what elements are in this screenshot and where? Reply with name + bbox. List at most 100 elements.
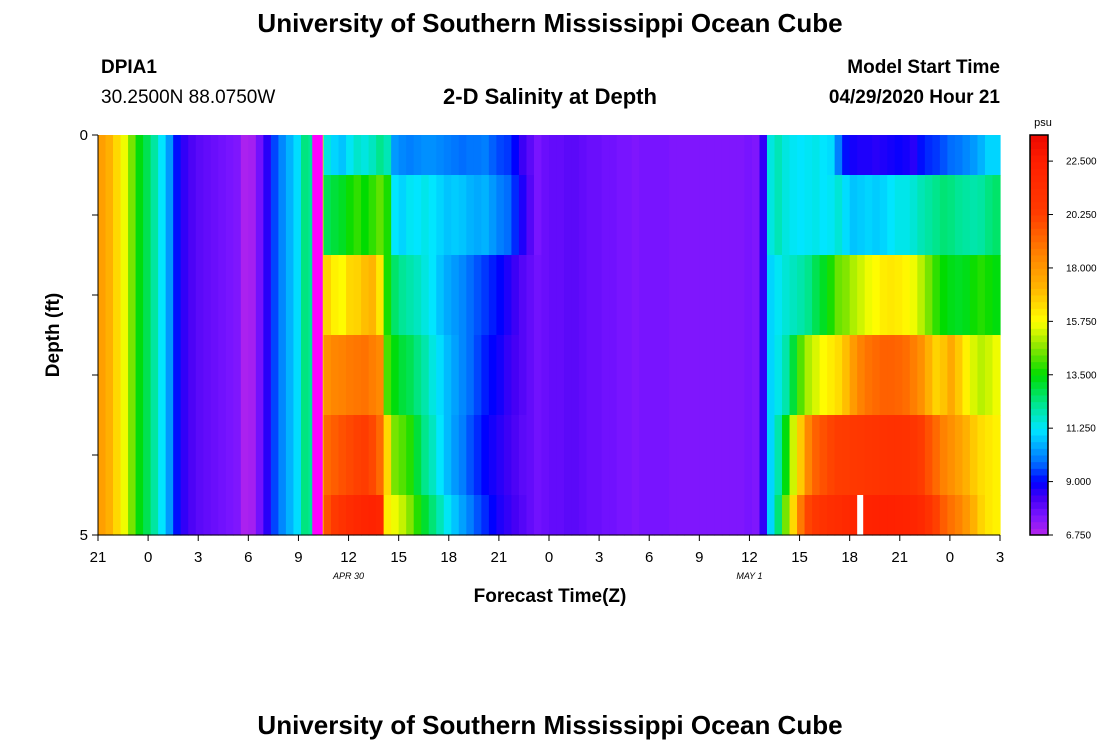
salinity-cell (165, 335, 174, 416)
colorbar-segment (1030, 428, 1048, 436)
salinity-cell (511, 135, 520, 176)
salinity-cell (135, 255, 144, 336)
salinity-cell (376, 255, 385, 336)
salinity-cell (699, 495, 708, 536)
salinity-cell (443, 255, 452, 336)
salinity-cell (233, 415, 242, 496)
salinity-cell (646, 495, 655, 536)
salinity-cell (421, 495, 430, 536)
salinity-cell (984, 415, 994, 496)
colorbar-segment (1030, 348, 1048, 356)
colorbar-segment (1030, 355, 1048, 363)
salinity-max-low-streak (312, 135, 323, 535)
salinity-cell (894, 415, 903, 496)
salinity-cell (782, 135, 791, 176)
salinity-cell (338, 415, 347, 496)
salinity-cell (594, 255, 603, 336)
y-tick-label: 0 (80, 127, 88, 144)
salinity-cell (195, 255, 204, 336)
salinity-cell (549, 175, 558, 256)
model-start-label: Model Start Time (847, 57, 1000, 78)
salinity-cell (579, 135, 588, 176)
colorbar-segment (1030, 341, 1048, 349)
salinity-cell (451, 495, 460, 536)
salinity-cell (195, 495, 204, 536)
colorbar-tick-label: 6.750 (1066, 531, 1091, 542)
salinity-cell (383, 335, 392, 416)
salinity-cell (488, 255, 497, 336)
salinity-cell (729, 255, 738, 336)
salinity-cell (353, 175, 362, 256)
salinity-cell (766, 335, 776, 416)
salinity-cell (556, 175, 565, 256)
colorbar-segment (1030, 335, 1048, 343)
salinity-cell (766, 415, 776, 496)
salinity-cell (691, 135, 700, 176)
salinity-cell (819, 495, 828, 536)
salinity-cell (113, 175, 122, 256)
colorbar-segment (1030, 415, 1048, 423)
colorbar-segment (1030, 155, 1048, 163)
salinity-cell (270, 175, 279, 256)
salinity-cell (406, 135, 415, 176)
x-tick-label: 0 (144, 549, 152, 566)
salinity-cell (331, 175, 340, 256)
colorbar-segment (1030, 321, 1048, 329)
salinity-cell (819, 335, 828, 416)
salinity-cell (526, 495, 535, 536)
salinity-cell (293, 415, 302, 496)
colorbar-segment (1030, 475, 1048, 483)
salinity-cell (210, 335, 219, 416)
salinity-cell (503, 495, 513, 536)
salinity-cell (721, 175, 730, 256)
colorbar-segment (1030, 235, 1048, 243)
salinity-cell (759, 255, 768, 336)
salinity-cell (143, 335, 152, 416)
salinity-cell (105, 255, 114, 336)
salinity-cell (646, 135, 655, 176)
salinity-cell (706, 415, 715, 496)
salinity-cell (751, 415, 761, 496)
salinity-cell (827, 255, 836, 336)
salinity-cell (556, 135, 565, 176)
salinity-cell (736, 175, 746, 256)
salinity-cell (549, 335, 558, 416)
salinity-cell (218, 335, 227, 416)
salinity-cell (706, 335, 715, 416)
salinity-cell (203, 135, 212, 176)
salinity-cell (887, 135, 896, 176)
salinity-cell (564, 495, 573, 536)
colorbar-segment (1030, 501, 1048, 509)
salinity-cell (917, 335, 926, 416)
colorbar-segment (1030, 168, 1048, 176)
salinity-cell (233, 255, 242, 336)
salinity-cell (827, 135, 836, 176)
missing-data-cell (857, 495, 864, 535)
salinity-cell (864, 255, 873, 336)
colorbar-segment (1030, 401, 1048, 409)
salinity-cell (285, 495, 295, 536)
salinity-cell (571, 495, 580, 536)
salinity-cell (466, 135, 475, 176)
salinity-cell (361, 175, 370, 256)
salinity-cell (105, 135, 114, 176)
salinity-cell (947, 495, 956, 536)
salinity-cell (376, 175, 385, 256)
salinity-cell (165, 495, 174, 536)
colorbar-segment (1030, 135, 1048, 143)
salinity-cell (849, 175, 858, 256)
salinity-cell (947, 175, 956, 256)
salinity-cell (676, 335, 685, 416)
salinity-cell (203, 255, 212, 336)
salinity-cell (571, 135, 580, 176)
salinity-cell (158, 495, 167, 536)
salinity-cell (128, 415, 137, 496)
salinity-cell (624, 255, 633, 336)
salinity-cell (804, 335, 813, 416)
salinity-cell (684, 175, 693, 256)
salinity-cell (255, 135, 264, 176)
salinity-cell (293, 495, 302, 536)
salinity-cell (699, 135, 708, 176)
colorbar-segment (1030, 241, 1048, 249)
salinity-cell (300, 135, 310, 176)
